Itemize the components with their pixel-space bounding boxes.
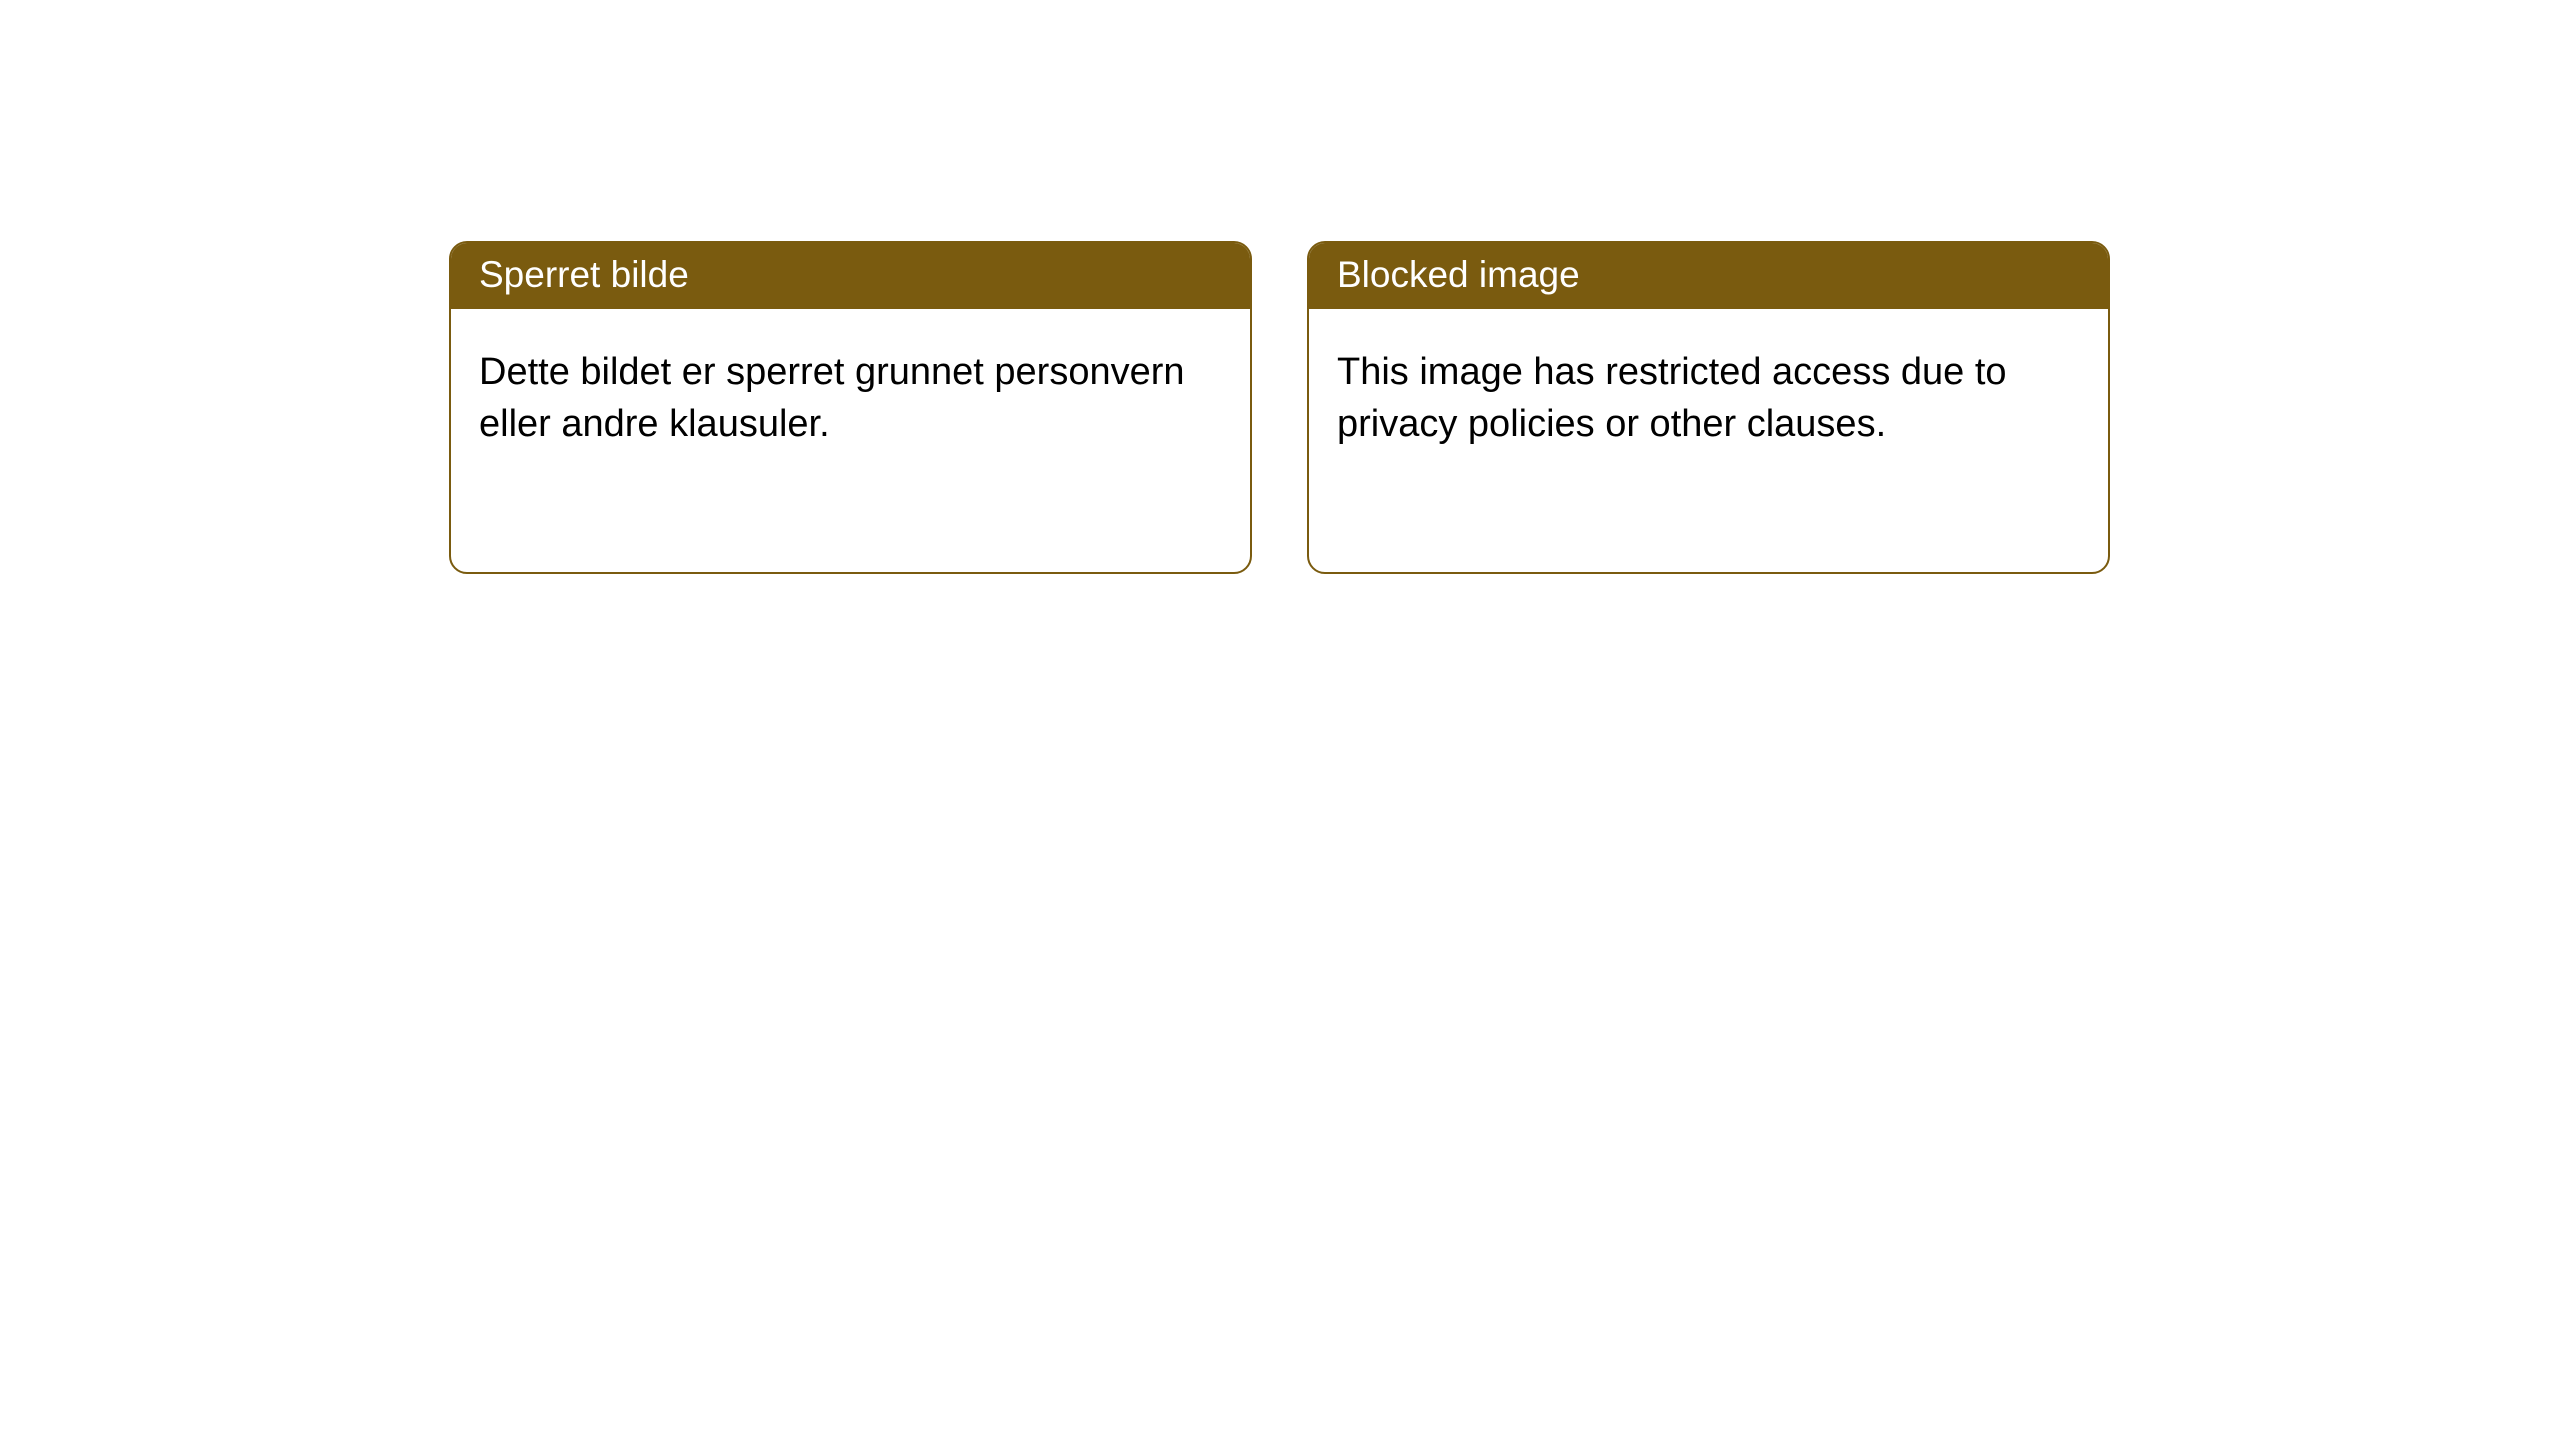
notice-body-english: This image has restricted access due to … (1309, 309, 2108, 478)
notice-header-english: Blocked image (1309, 243, 2108, 309)
notice-card-english: Blocked image This image has restricted … (1307, 241, 2110, 574)
notice-body-norwegian: Dette bildet er sperret grunnet personve… (451, 309, 1250, 478)
notice-container: Sperret bilde Dette bildet er sperret gr… (0, 0, 2560, 574)
notice-header-norwegian: Sperret bilde (451, 243, 1250, 309)
notice-card-norwegian: Sperret bilde Dette bildet er sperret gr… (449, 241, 1252, 574)
